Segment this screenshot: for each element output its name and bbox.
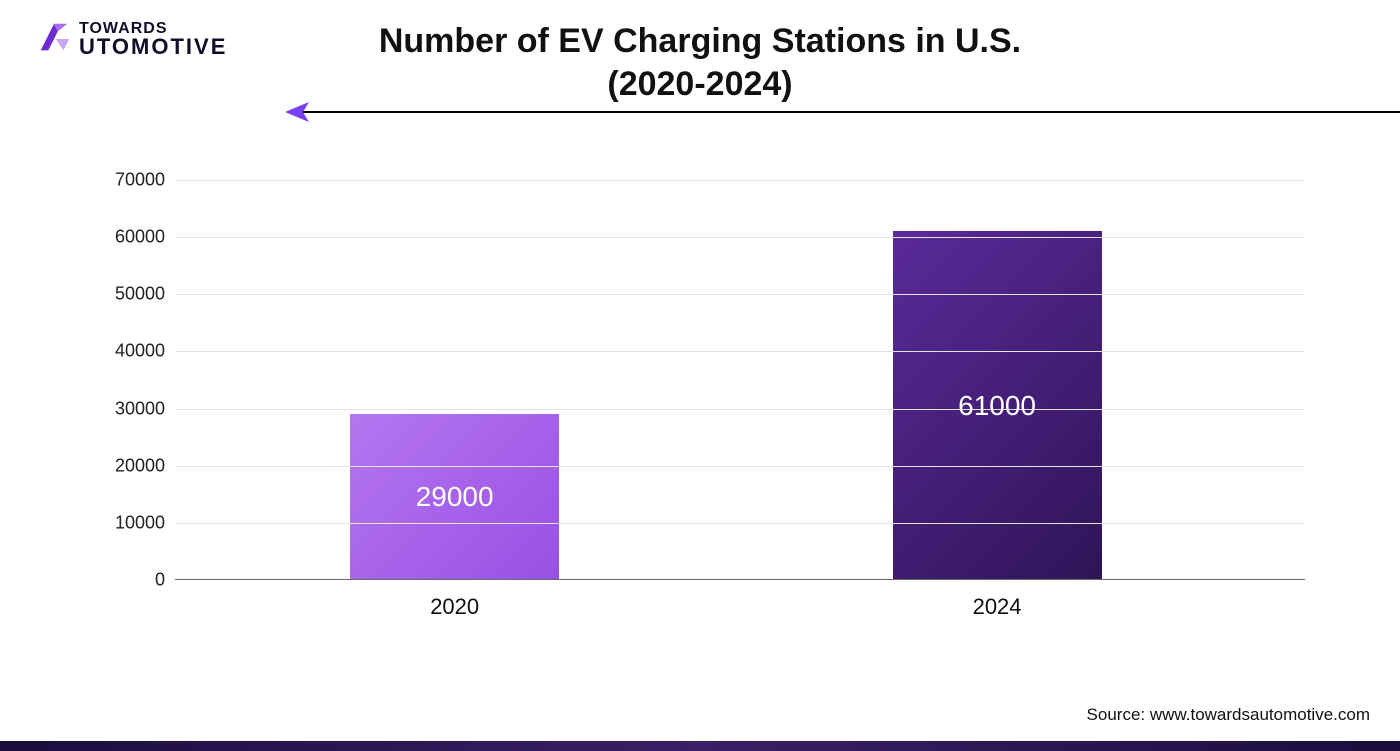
y-tick-label: 0 [95, 570, 165, 591]
grid-line [175, 180, 1305, 181]
bar: 29000 [350, 414, 559, 580]
arrow-head-icon [285, 102, 317, 122]
y-tick-label: 10000 [95, 512, 165, 533]
y-tick-label: 40000 [95, 341, 165, 362]
x-axis [175, 579, 1305, 580]
infographic-canvas: TOWARDS UTOMOTIVE Number of EV Charging … [0, 0, 1400, 751]
grid-line [175, 351, 1305, 352]
y-tick-label: 70000 [95, 170, 165, 191]
x-tick-label: 2020 [430, 594, 479, 620]
title-line1: Number of EV Charging Stations in U.S. [0, 20, 1400, 63]
bar-value-label: 29000 [350, 481, 559, 513]
y-tick-label: 30000 [95, 398, 165, 419]
x-tick-label: 2024 [973, 594, 1022, 620]
plot-area: 29000 61000 [175, 180, 1305, 580]
grid-line [175, 409, 1305, 410]
grid-line [175, 466, 1305, 467]
bar: 61000 [893, 231, 1102, 580]
bar-value-label: 61000 [893, 390, 1102, 422]
chart-title: Number of EV Charging Stations in U.S. (… [0, 20, 1400, 105]
decorative-arrow [285, 102, 1400, 122]
footer-strip [0, 741, 1400, 751]
title-line2: (2020-2024) [0, 63, 1400, 106]
arrow-shaft [303, 111, 1400, 113]
y-tick-label: 50000 [95, 284, 165, 305]
source-attribution: Source: www.towardsautomotive.com [1087, 705, 1370, 725]
grid-line [175, 237, 1305, 238]
bar-chart: 29000 61000 0 10000 20000 30000 40000 50000 600… [95, 180, 1305, 620]
y-tick-label: 60000 [95, 227, 165, 248]
grid-line [175, 523, 1305, 524]
grid-line [175, 294, 1305, 295]
y-tick-label: 20000 [95, 455, 165, 476]
